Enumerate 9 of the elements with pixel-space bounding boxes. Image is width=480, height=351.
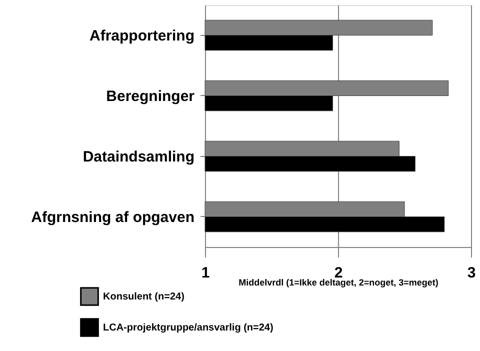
y-tick-label: Afrapportering (90, 27, 194, 44)
y-tick-label: Dataindsamling (82, 148, 194, 166)
x-tick-label: 1 (201, 264, 210, 282)
x-tick-label: 3 (467, 264, 476, 282)
x-axis-title: Middelvrdl (1=Ikke deltaget, 2=noget, 3=meget) (238, 278, 438, 288)
legend-label: LCA-projektgruppe/ansvarlig (n=24) (103, 322, 274, 334)
y-tick-label: Beregninger (106, 88, 195, 105)
y-tick-label: Afgrnsning af opgaven (31, 208, 194, 226)
legend-label: Konsulent (n=24) (103, 292, 184, 302)
